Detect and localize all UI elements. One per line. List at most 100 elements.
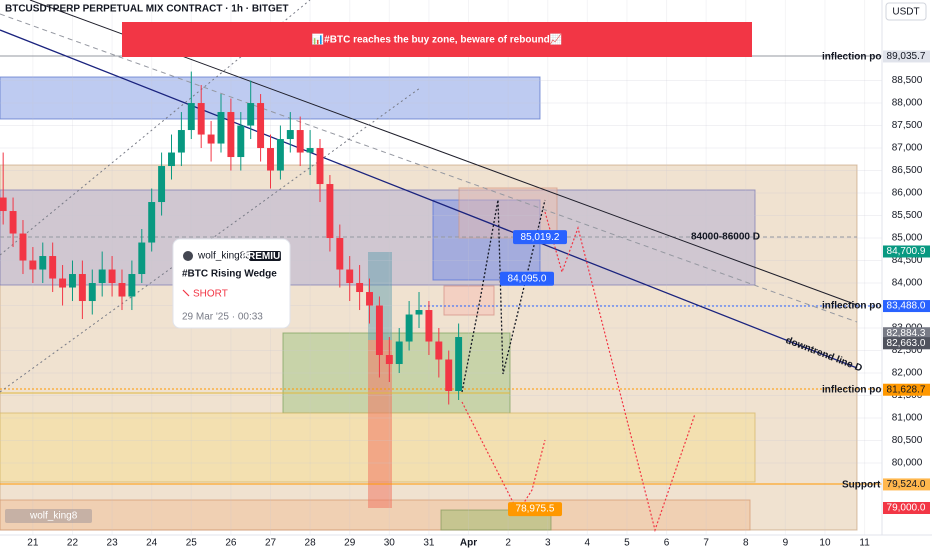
y-tick-label: 82,500: [892, 345, 923, 356]
candle-body: [148, 202, 156, 243]
x-tick-label: Apr: [460, 538, 477, 549]
price-label: 82,884.3: [887, 328, 926, 339]
candle-body: [217, 112, 225, 144]
price-label-box: [883, 337, 930, 350]
card-author: wolf_king888: [197, 251, 257, 262]
candle-body: [316, 148, 324, 185]
y-tick-label: 86,500: [892, 165, 923, 176]
candle-body: [385, 355, 393, 365]
y-tick-label: 87,500: [892, 120, 923, 131]
candle-body: [177, 130, 185, 153]
price-label: 84,700.9: [887, 246, 926, 257]
x-tick-label: 26: [225, 538, 237, 549]
candle-body: [237, 125, 245, 158]
price-label-box: [883, 300, 930, 313]
candle-body: [118, 283, 126, 297]
projection-path: [461, 199, 546, 393]
annotation: inflection point: [822, 385, 894, 396]
x-tick-label: 10: [819, 538, 831, 549]
annotation: 84000-86000 D: [691, 232, 760, 243]
candle-body: [98, 269, 106, 284]
candle-body: [415, 310, 423, 315]
candle-body: [29, 260, 37, 270]
candle-body: [296, 130, 304, 153]
watermark-box: [5, 509, 92, 523]
y-tick-label: 84,000: [892, 278, 923, 289]
y-tick-label: 84,500: [892, 255, 923, 266]
candle-body: [286, 130, 294, 140]
callout: 78,975.5: [516, 504, 555, 515]
candle-body: [247, 103, 255, 126]
y-tick-label: 80,500: [892, 435, 923, 446]
grid: [0, 0, 882, 535]
labels: 80,00080,50081,00081,50082,00082,50083,0…: [27, 50, 930, 549]
candle-body: [78, 274, 86, 302]
price-label-box: [883, 478, 930, 491]
price-label: 81,628.7: [887, 384, 926, 395]
y-tick-label: 85,000: [892, 233, 923, 244]
price-label: 79,000.0: [887, 503, 926, 514]
x-tick-label: 9: [783, 538, 789, 549]
idea-card[interactable]: [172, 238, 291, 329]
card-badge: PREMIUM: [241, 251, 288, 262]
card-direction: SHORT: [193, 289, 228, 300]
annotation: inflection point: [822, 52, 894, 63]
candle-body: [445, 359, 453, 392]
x-tick-label: 23: [107, 538, 119, 549]
x-tick-label: 28: [305, 538, 317, 549]
candle-body: [366, 292, 373, 306]
candle-body: [405, 314, 413, 342]
candle-body: [49, 256, 57, 279]
price-label: 83,488.0: [887, 301, 926, 312]
time-axis: [0, 535, 932, 550]
candles: [0, 71, 463, 405]
x-tick-label: 11: [859, 538, 870, 549]
x-tick-label: 24: [146, 538, 158, 549]
zone: [368, 340, 392, 508]
candle-body: [375, 305, 383, 356]
currency: USDT: [892, 7, 919, 18]
candle-body: [88, 283, 96, 302]
candle-body: [19, 233, 27, 261]
x-tick-label: 29: [344, 538, 356, 549]
price-label-box: [883, 502, 930, 515]
price-label-box: [883, 245, 930, 258]
price-axis: [882, 0, 932, 535]
candle-body: [306, 148, 314, 153]
currency-box[interactable]: [885, 2, 927, 21]
title-box: [122, 22, 752, 57]
price-label-box: [883, 50, 930, 63]
candle-body: [326, 184, 334, 239]
x-tick-label: 4: [585, 538, 591, 549]
candle-body: [207, 134, 215, 144]
trend-line: [0, 29, 858, 369]
wedge-line: [0, 87, 421, 393]
callout-box: [500, 271, 554, 286]
y-tick-label: 80,000: [892, 458, 923, 469]
candle-body: [69, 274, 76, 288]
candle-body: [276, 139, 284, 171]
candle-body: [168, 152, 175, 167]
chart-title: 📊#BTC reaches the buy zone, beware of re…: [312, 33, 563, 46]
y-tick-label: 87,000: [892, 143, 923, 154]
badge: [249, 251, 281, 261]
callout: 84,095.0: [508, 273, 547, 284]
candle-body: [138, 242, 146, 275]
card-title: #BTC Rising Wedge: [182, 269, 277, 280]
x-tick-label: 8: [743, 538, 749, 549]
candle-body: [9, 211, 17, 234]
short-icon: [182, 289, 190, 297]
trend-line: [0, 13, 858, 323]
x-tick-label: 5: [624, 538, 630, 549]
x-tick-label: 27: [265, 538, 277, 549]
candle-body: [346, 269, 354, 284]
callout: 85,019.2: [521, 232, 560, 243]
candle-body: [257, 103, 265, 149]
candle-body: [158, 166, 166, 203]
x-tick-label: 25: [186, 538, 198, 549]
candle-body: [0, 197, 7, 212]
y-tick-label: 81,000: [892, 413, 923, 424]
card-date: 29 Mar '25 · 00:33: [182, 312, 263, 323]
candle-body: [356, 283, 364, 293]
